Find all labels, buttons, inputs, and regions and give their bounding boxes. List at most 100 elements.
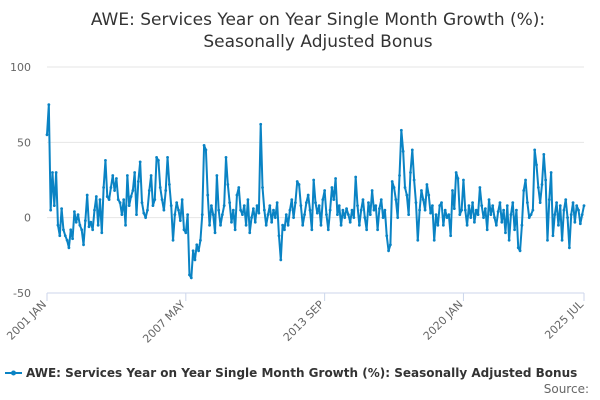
data-point[interactable] <box>363 216 367 220</box>
data-point[interactable] <box>294 201 297 205</box>
data-point[interactable] <box>494 223 498 227</box>
data-point[interactable] <box>567 246 571 250</box>
data-point[interactable] <box>283 228 286 232</box>
data-point[interactable] <box>432 238 436 242</box>
data-point[interactable] <box>546 238 549 242</box>
data-point[interactable] <box>177 208 180 212</box>
data-point[interactable] <box>336 213 339 217</box>
data-point[interactable] <box>226 183 230 186</box>
data-point[interactable] <box>98 198 102 201</box>
data-point[interactable] <box>536 186 540 189</box>
data-point[interactable] <box>390 180 394 183</box>
data-point[interactable] <box>535 163 538 167</box>
data-point[interactable] <box>365 228 369 232</box>
data-point[interactable] <box>242 204 246 208</box>
data-point[interactable] <box>571 201 575 205</box>
data-point[interactable] <box>167 183 171 186</box>
data-point[interactable] <box>564 198 568 201</box>
data-point[interactable] <box>449 234 453 238</box>
data-point[interactable] <box>343 216 347 220</box>
data-point[interactable] <box>80 228 84 232</box>
data-point[interactable] <box>284 213 288 217</box>
data-point[interactable] <box>334 177 337 180</box>
data-point[interactable] <box>575 204 579 208</box>
data-point[interactable] <box>469 216 473 220</box>
data-point[interactable] <box>356 204 359 208</box>
data-point[interactable] <box>155 156 158 159</box>
data-point[interactable] <box>142 211 146 215</box>
data-point[interactable] <box>140 201 144 205</box>
data-point[interactable] <box>56 223 60 227</box>
data-point[interactable] <box>63 234 67 238</box>
data-point[interactable] <box>124 223 127 227</box>
data-point[interactable] <box>252 207 255 211</box>
data-point[interactable] <box>522 189 526 192</box>
data-point[interactable] <box>273 216 277 220</box>
data-point[interactable] <box>416 238 420 242</box>
data-point[interactable] <box>164 189 168 192</box>
data-point[interactable] <box>493 216 496 220</box>
data-point[interactable] <box>491 204 495 208</box>
data-point[interactable] <box>346 213 350 217</box>
data-point[interactable] <box>268 204 272 208</box>
data-point[interactable] <box>85 193 89 197</box>
data-point[interactable] <box>73 210 76 214</box>
data-point[interactable] <box>374 204 378 208</box>
data-point[interactable] <box>107 198 111 201</box>
data-point[interactable] <box>237 186 241 189</box>
data-point[interactable] <box>487 198 491 201</box>
data-point[interactable] <box>345 207 348 211</box>
data-point[interactable] <box>222 204 226 208</box>
data-point[interactable] <box>383 208 387 212</box>
data-point[interactable] <box>454 171 458 174</box>
data-point[interactable] <box>213 231 217 235</box>
data-point[interactable] <box>456 177 460 180</box>
data-point[interactable] <box>399 128 403 132</box>
data-point[interactable] <box>180 198 184 201</box>
data-point[interactable] <box>489 213 493 217</box>
data-point[interactable] <box>332 198 336 201</box>
data-point[interactable] <box>250 216 253 220</box>
data-point[interactable] <box>200 213 204 217</box>
data-point[interactable] <box>396 216 400 220</box>
data-point[interactable] <box>288 208 292 212</box>
data-point[interactable] <box>409 171 412 174</box>
data-point[interactable] <box>460 208 464 212</box>
data-point[interactable] <box>473 220 476 224</box>
data-point[interactable] <box>118 201 122 205</box>
data-point[interactable] <box>131 189 135 192</box>
data-point[interactable] <box>262 208 266 212</box>
data-point[interactable] <box>45 133 49 137</box>
data-point[interactable] <box>158 186 162 189</box>
data-point[interactable] <box>445 216 449 220</box>
data-point[interactable] <box>220 213 224 217</box>
data-point[interactable] <box>193 258 197 262</box>
data-point[interactable] <box>279 258 283 262</box>
data-point[interactable] <box>476 213 480 217</box>
data-point[interactable] <box>105 195 109 198</box>
data-point[interactable] <box>104 159 107 162</box>
data-point[interactable] <box>525 201 529 205</box>
data-point[interactable] <box>74 220 78 224</box>
data-point[interactable] <box>407 213 411 217</box>
data-point[interactable] <box>544 178 548 182</box>
data-point[interactable] <box>441 223 445 227</box>
data-point[interactable] <box>398 174 401 177</box>
legend-label[interactable]: AWE: Services Year on Year Single Month … <box>26 366 577 380</box>
data-point[interactable] <box>257 211 261 215</box>
data-point[interactable] <box>361 198 365 201</box>
data-point[interactable] <box>52 204 56 208</box>
data-point[interactable] <box>100 231 104 235</box>
data-point[interactable] <box>465 223 469 227</box>
data-point[interactable] <box>186 213 190 217</box>
data-point[interactable] <box>125 174 129 177</box>
data-point[interactable] <box>120 213 124 217</box>
data-point[interactable] <box>111 174 115 177</box>
data-point[interactable] <box>297 183 301 186</box>
data-point[interactable] <box>427 193 431 197</box>
data-point[interactable] <box>235 193 239 197</box>
data-point[interactable] <box>317 204 321 208</box>
data-point[interactable] <box>566 216 569 220</box>
data-point[interactable] <box>253 220 257 224</box>
data-point[interactable] <box>573 220 577 224</box>
